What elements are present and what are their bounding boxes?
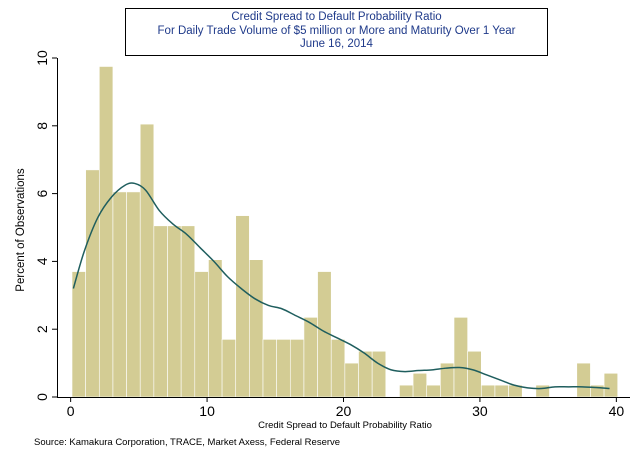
histogram-bar-33 xyxy=(576,362,591,398)
histogram-bar-0 xyxy=(71,271,86,398)
x-axis-ticks: 0 10 20 30 40 xyxy=(67,397,625,419)
histogram-bar-24 xyxy=(412,372,428,398)
chart-title-line-3: June 16, 2014 xyxy=(300,38,373,50)
histogram-bar-8 xyxy=(180,225,196,398)
histogram-bar-15 xyxy=(276,339,291,398)
histogram-bar-30 xyxy=(494,384,509,398)
histogram-bar-27 xyxy=(453,317,468,398)
y-tick-label: 6 xyxy=(34,189,50,197)
x-tick-label: 0 xyxy=(67,403,75,419)
chart-title-box: Credit Spread to Default Probability Rat… xyxy=(125,8,548,56)
density-curve xyxy=(72,182,610,390)
histogram-bar-17 xyxy=(303,317,318,398)
histogram-bar-12 xyxy=(235,215,250,398)
y-tick-label: 4 xyxy=(34,257,50,265)
histogram-bar-7 xyxy=(167,225,182,398)
histogram-bar-32 xyxy=(535,384,550,398)
y-axis-ticks: 0 2 4 6 8 10 xyxy=(34,50,57,401)
histogram-bar-11 xyxy=(221,339,237,398)
x-tick-label: 20 xyxy=(336,403,352,419)
y-tick-label: 8 xyxy=(34,122,50,130)
histogram-bar-35 xyxy=(603,372,619,398)
y-axis-label: Percent of Observations xyxy=(15,168,27,292)
histogram-bar-1 xyxy=(85,169,100,398)
y-tick-label: 10 xyxy=(34,50,50,66)
histogram-bar-29 xyxy=(480,384,496,398)
histogram-bar-9 xyxy=(194,271,209,398)
histogram-bar-23 xyxy=(399,384,414,398)
histogram-bar-19 xyxy=(330,339,346,398)
histogram-bar-16 xyxy=(289,339,305,398)
y-tick-label: 0 xyxy=(34,393,50,401)
histogram-bar-4 xyxy=(126,191,141,398)
x-tick-label: 40 xyxy=(609,403,625,419)
histogram-bar-28 xyxy=(467,350,482,398)
histogram-bars xyxy=(71,66,619,398)
chart-title-line-1: Credit Spread to Default Probability Rat… xyxy=(231,11,442,23)
histogram-bar-20 xyxy=(344,362,359,398)
x-axis-label: Credit Spread to Default Probability Rat… xyxy=(258,420,432,431)
histogram-bar-10 xyxy=(208,259,223,398)
x-tick-label: 30 xyxy=(472,403,488,419)
source-note: Source: Kamakura Corporation, TRACE, Mar… xyxy=(34,437,341,448)
histogram-bar-5 xyxy=(139,123,155,398)
histogram-bar-14 xyxy=(262,339,277,398)
x-tick-label: 10 xyxy=(199,403,215,419)
histogram-bar-13 xyxy=(249,259,264,398)
histogram-bar-6 xyxy=(153,225,168,398)
y-tick-label: 2 xyxy=(34,325,50,333)
histogram-bar-22 xyxy=(371,350,387,398)
histogram-bar-3 xyxy=(112,191,127,398)
histogram-bar-2 xyxy=(98,66,114,398)
chart-title-line-2: For Daily Trade Volume of $5 million or … xyxy=(157,24,516,37)
histogram-bar-25 xyxy=(426,384,441,398)
